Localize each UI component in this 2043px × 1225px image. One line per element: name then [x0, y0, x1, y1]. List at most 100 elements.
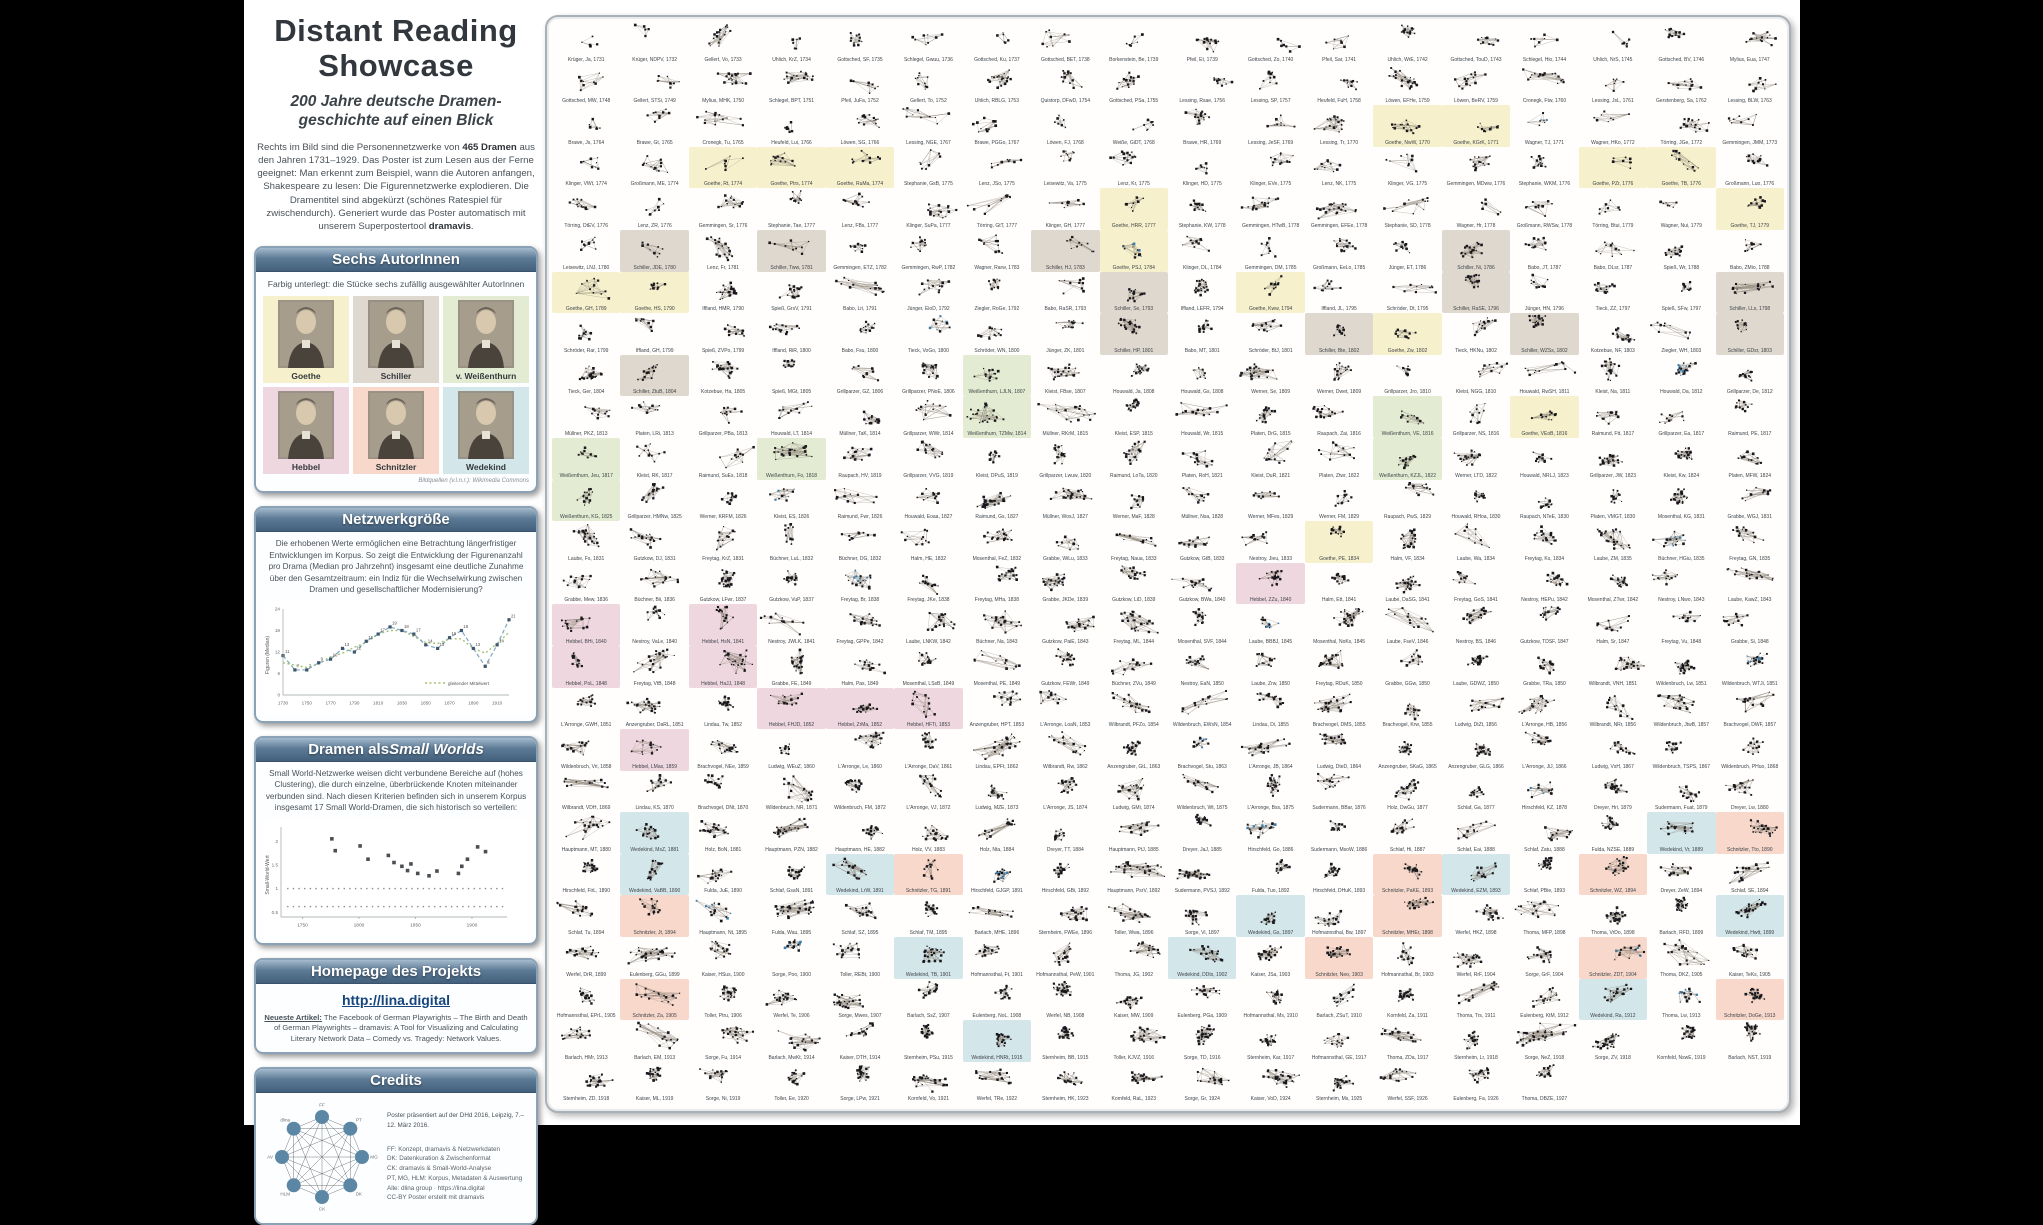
network-thumbnail [1033, 1062, 1099, 1095]
network-label: Grillparzer, VVG, 1819 [903, 472, 954, 479]
network-label: Goethe, VEoB, 1816 [1521, 430, 1568, 437]
network-label: Goethe, RuMa, 1774 [836, 181, 884, 188]
network-thumbnail [964, 272, 1030, 305]
network-thumbnail [1512, 314, 1578, 347]
network-thumbnail [690, 480, 756, 513]
network-thumbnail [622, 522, 688, 555]
drama-network-cell: Werfel, HKZ, 1898 [1442, 895, 1510, 937]
network-thumbnail [1169, 106, 1235, 139]
network-label: Schiller, Ni, 1786 [1457, 264, 1495, 271]
network-label: Wildenbruch, PHuo, 1868 [1721, 763, 1779, 770]
drama-network-cell: Wedekind, LrW, 1891 [825, 853, 895, 896]
network-label: Hirschfeld, DHuK, 1893 [1312, 888, 1366, 895]
drama-network-cell: Brachvogel, Krw, 1855 [1373, 688, 1441, 730]
network-thumbnail [964, 1021, 1030, 1054]
network-label: Wedekind, LrW, 1891 [836, 888, 884, 895]
drama-network-cell: Kaiser, ML, 1919 [620, 1062, 688, 1104]
network-label: Raimund, SuEs, 1818 [698, 472, 748, 479]
drama-network-cell: Brawe, HR, 1769 [1168, 105, 1236, 147]
network-thumbnail [1169, 771, 1235, 804]
svg-text:1.5: 1.5 [272, 862, 279, 867]
network-thumbnail [622, 813, 688, 846]
network-thumbnail [1443, 230, 1509, 263]
drama-network-cell: Löwen, FJ, 1768 [1031, 105, 1099, 147]
network-label: Barlach, ZSuT, 1910 [1316, 1013, 1362, 1020]
drama-network-cell: Klinger, EVe, 1775 [1236, 147, 1304, 189]
drama-network-cell: Sorge, Poo, 1900 [757, 937, 825, 979]
network-label: Thoma, MFP, 1898 [1523, 930, 1566, 937]
drama-network-cell: Goethe, VEoB, 1816 [1510, 396, 1579, 438]
network-thumbnail [1101, 230, 1167, 263]
drama-network-cell: Schlaf, Ga, 1877 [1442, 771, 1510, 813]
drama-network-cell: Lenz, JSo, 1775 [963, 147, 1031, 189]
network-thumbnail [622, 189, 688, 222]
drama-network-cell: Hirschfeld, DHuK, 1893 [1305, 854, 1373, 896]
network-label: Schlegel, Hio, 1744 [1522, 56, 1567, 63]
network-label: Iffland, JL, 1795 [1321, 306, 1357, 313]
drama-network-cell: Brachvogel, DWF, 1857 [1716, 688, 1784, 730]
drama-network-cell: Schlegel, Hio, 1744 [1510, 22, 1578, 64]
drama-network-cell: Toller, Ptru, 1906 [689, 979, 757, 1021]
network-label: Raimund, Ftt, 1817 [1591, 430, 1635, 437]
network-label: Gottsched, Ku, 1737 [974, 56, 1020, 63]
drama-network-cell: Schnitzler, WZ, 1894 [1578, 853, 1648, 896]
network-thumbnail [1101, 896, 1167, 929]
drama-network-cell: Sorge, Vi, 1897 [1168, 895, 1236, 937]
drama-network-cell: Klinger, DL, 1784 [1168, 230, 1236, 272]
network-thumbnail [1033, 730, 1099, 763]
network-label: Schnitzler, Neo, 1903 [1315, 971, 1363, 978]
network-label: Mylius, MHK, 1750 [702, 98, 745, 105]
network-label: L'Arronge, DaV, 1861 [904, 763, 953, 770]
network-thumbnail [964, 813, 1030, 846]
network-thumbnail [1443, 64, 1509, 97]
network-label: Thoma, ZDa, 1917 [1386, 1054, 1429, 1061]
network-thumbnail [1238, 189, 1304, 222]
drama-network-cell: Freytag, ML, 1844 [1100, 604, 1168, 646]
network-label: Gottsched, Zo, 1740 [1248, 56, 1294, 63]
project-url-link[interactable]: http://lina.digital [341, 991, 451, 1008]
drama-network-cell: Brawe, Js, 1764 [552, 105, 620, 147]
network-thumbnail [554, 106, 619, 139]
drama-network-cell: Schiller, Se, 1793 [1099, 271, 1168, 314]
network-thumbnail [1580, 563, 1646, 596]
drama-network-cell: Leisewitz, LNJ, 1780 [552, 230, 620, 272]
network-thumbnail [1443, 355, 1509, 388]
network-thumbnail [1101, 771, 1167, 804]
network-label: Wedekind, Gs, 1897 [1248, 930, 1294, 937]
network-label: Anzengruber, DaRL, 1851 [625, 722, 684, 729]
svg-text:1: 1 [275, 886, 278, 891]
network-thumbnail [896, 272, 962, 305]
network-thumbnail [1033, 438, 1099, 471]
network-label: Schnitzler, MHEr, 1898 [1382, 930, 1433, 937]
network-thumbnail [1580, 730, 1646, 763]
network-label: Kleist, Kw, 1824 [1663, 472, 1700, 479]
drama-network-cell: Brachvogel, DMS, 1855 [1305, 688, 1373, 730]
drama-network-cell: Eulenberg, KtM, 1912 [1510, 979, 1578, 1021]
network-thumbnail [1443, 189, 1509, 222]
network-thumbnail [1375, 730, 1441, 763]
drama-network-cell: Mylius, MHK, 1750 [689, 64, 757, 106]
small-worlds-header: Dramen als Small Worlds [256, 737, 536, 762]
network-label: Freytag, Ks, 1834 [1524, 555, 1565, 562]
network-label: Gerstenberg, Sa, 1762 [1656, 98, 1707, 105]
network-label: Houwald, RwSH, 1811 [1519, 389, 1570, 396]
drama-network-cell: Gutzkow, LiD, 1839 [1100, 563, 1168, 605]
network-thumbnail [622, 147, 688, 180]
network-label: Heufeld, Lui, 1766 [771, 139, 812, 146]
credits-header: Credits [256, 1068, 536, 1093]
network-thumbnail [759, 730, 825, 763]
drama-network-cell: Gerstenberg, Sa, 1762 [1647, 64, 1715, 106]
svg-text:FF: FF [319, 1102, 325, 1107]
network-thumbnail [827, 397, 893, 430]
network-label: Hirschfeld, GJGP, 1891 [970, 888, 1023, 895]
drama-network-cell: Wildenbruch, Vri, 1858 [552, 729, 620, 771]
network-label: Leisewitz, LNJ, 1780 [563, 264, 610, 271]
network-label: Lenz, FBs, 1777 [841, 222, 879, 229]
drama-network-cell: Houwald, Wr, 1815 [1168, 396, 1236, 438]
authors-note: Farbig unterlegt: die Stücke sechs zufäl… [267, 279, 525, 290]
network-label: Babo, RaSR, 1793 [1044, 306, 1087, 313]
network-thumbnail [827, 646, 893, 679]
network-thumbnail [1033, 147, 1099, 180]
drama-network-cell: Anzengruber, GLG, 1866 [1442, 729, 1510, 771]
network-label: Brachvogel, DNt, 1870 [697, 805, 749, 812]
